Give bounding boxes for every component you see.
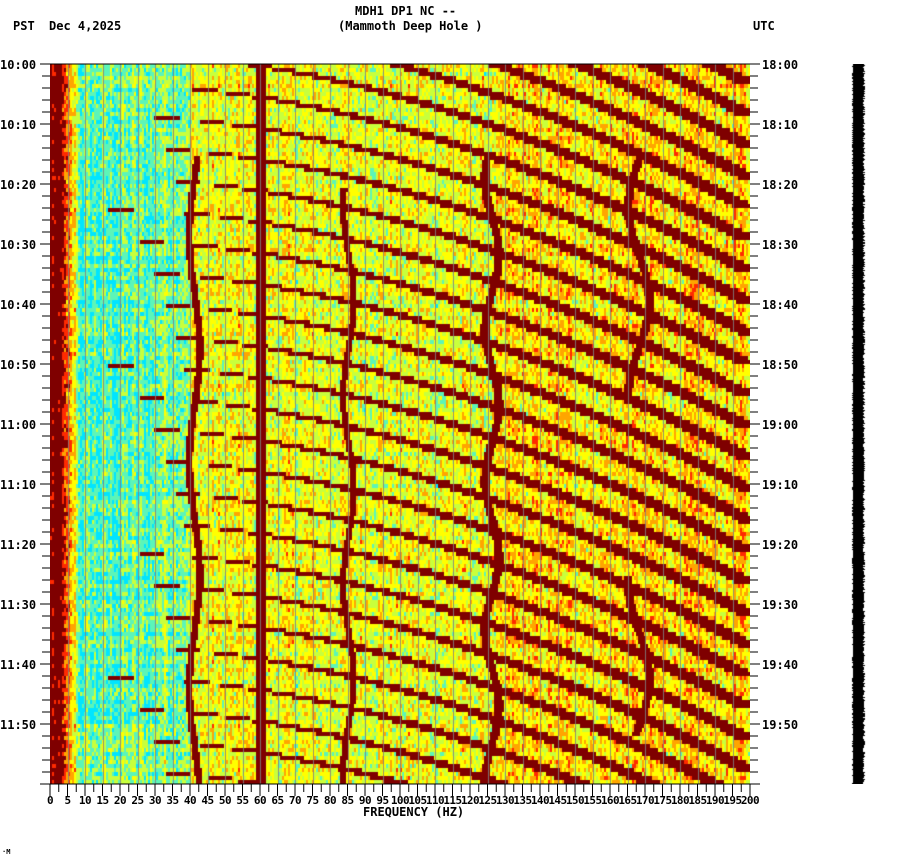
spectrogram-heatmap [50,64,750,784]
x-tick-label: 185 [688,794,707,807]
x-tick-label: 10 [78,794,92,807]
x-tick-label: 15 [96,794,109,807]
x-tick-label: 45 [201,794,214,807]
x-tick-label: 105 [408,794,427,807]
x-tick-label: 90 [358,794,372,807]
x-tick-label: 170 [635,794,655,807]
seismic-trace-strip [851,64,866,784]
x-tick-label: 95 [376,794,389,807]
x-tick-label: 35 [166,794,179,807]
x-tick-label: 70 [288,794,302,807]
x-tick-label: 85 [341,794,354,807]
x-tick-label: 145 [548,794,567,807]
x-tick-label: 110 [425,794,445,807]
x-tick-label: 65 [271,794,284,807]
y-tick-label-right: 19:00 [762,418,799,432]
y-tick-label-right: 19:20 [762,538,799,552]
x-tick-label: 30 [148,794,162,807]
x-tick-label: 20 [113,794,127,807]
x-tick-label: 0 [46,794,54,807]
y-tick-label-right: 19:10 [762,478,799,492]
x-tick-label: 195 [723,794,742,807]
y-tick-label-right: 18:30 [762,238,799,252]
y-tick-label-left: 10:50 [0,358,37,372]
x-tick-label: 160 [600,794,620,807]
x-tick-label: 125 [478,794,497,807]
y-tick-label-left: 11:50 [0,718,37,732]
x-tick-label: 180 [670,794,690,807]
y-tick-label-left: 11:40 [0,658,37,672]
x-tick-label: 200 [740,794,760,807]
left-timezone-label: PST [13,19,35,33]
x-tick-label: 135 [513,794,532,807]
x-tick-label: 175 [653,794,672,807]
y-tick-label-left: 10:00 [0,58,37,72]
date-label: Dec 4,2025 [49,19,122,33]
y-tick-label-left: 10:40 [0,298,37,312]
spectrogram-plot [50,64,750,784]
station-title: MDH1 DP1 NC -- [355,4,457,18]
y-tick-label-right: 19:40 [762,658,799,672]
x-tick-label: 150 [565,794,585,807]
x-tick-label: 5 [64,794,71,807]
y-tick-label-right: 18:50 [762,358,799,372]
y-tick-label-left: 10:10 [0,118,37,132]
right-timezone-label: UTC [753,19,775,33]
y-tick-label-left: 11:10 [0,478,37,492]
x-tick-label: 40 [183,794,197,807]
x-axis-title: FREQUENCY (HZ) [363,805,465,819]
x-tick-label: 80 [323,794,337,807]
y-tick-label-right: 18:00 [762,58,799,72]
y-tick-label-right: 18:20 [762,178,799,192]
x-tick-label: 165 [618,794,637,807]
x-tick-label: 190 [705,794,725,807]
y-tick-label-right: 19:30 [762,598,799,612]
x-tick-label: 100 [390,794,410,807]
x-tick-label: 75 [306,794,319,807]
x-tick-label: 25 [131,794,144,807]
y-tick-label-left: 11:20 [0,538,37,552]
x-tick-label: 115 [443,794,462,807]
x-tick-label: 140 [530,794,550,807]
y-tick-label-right: 19:50 [762,718,799,732]
x-tick-label: 60 [253,794,267,807]
x-tick-label: 120 [460,794,480,807]
x-tick-label: 50 [218,794,232,807]
y-tick-label-right: 18:10 [762,118,799,132]
y-tick-label-left: 10:20 [0,178,37,192]
y-tick-label-left: 11:30 [0,598,37,612]
y-tick-label-left: 11:00 [0,418,37,432]
x-tick-label: 55 [236,794,249,807]
y-tick-label-left: 10:30 [0,238,37,252]
footer-mark: ·M [2,848,11,856]
x-tick-label: 130 [495,794,515,807]
y-tick-label-right: 18:40 [762,298,799,312]
x-tick-label: 155 [583,794,602,807]
station-location: (Mammoth Deep Hole ) [338,19,483,33]
